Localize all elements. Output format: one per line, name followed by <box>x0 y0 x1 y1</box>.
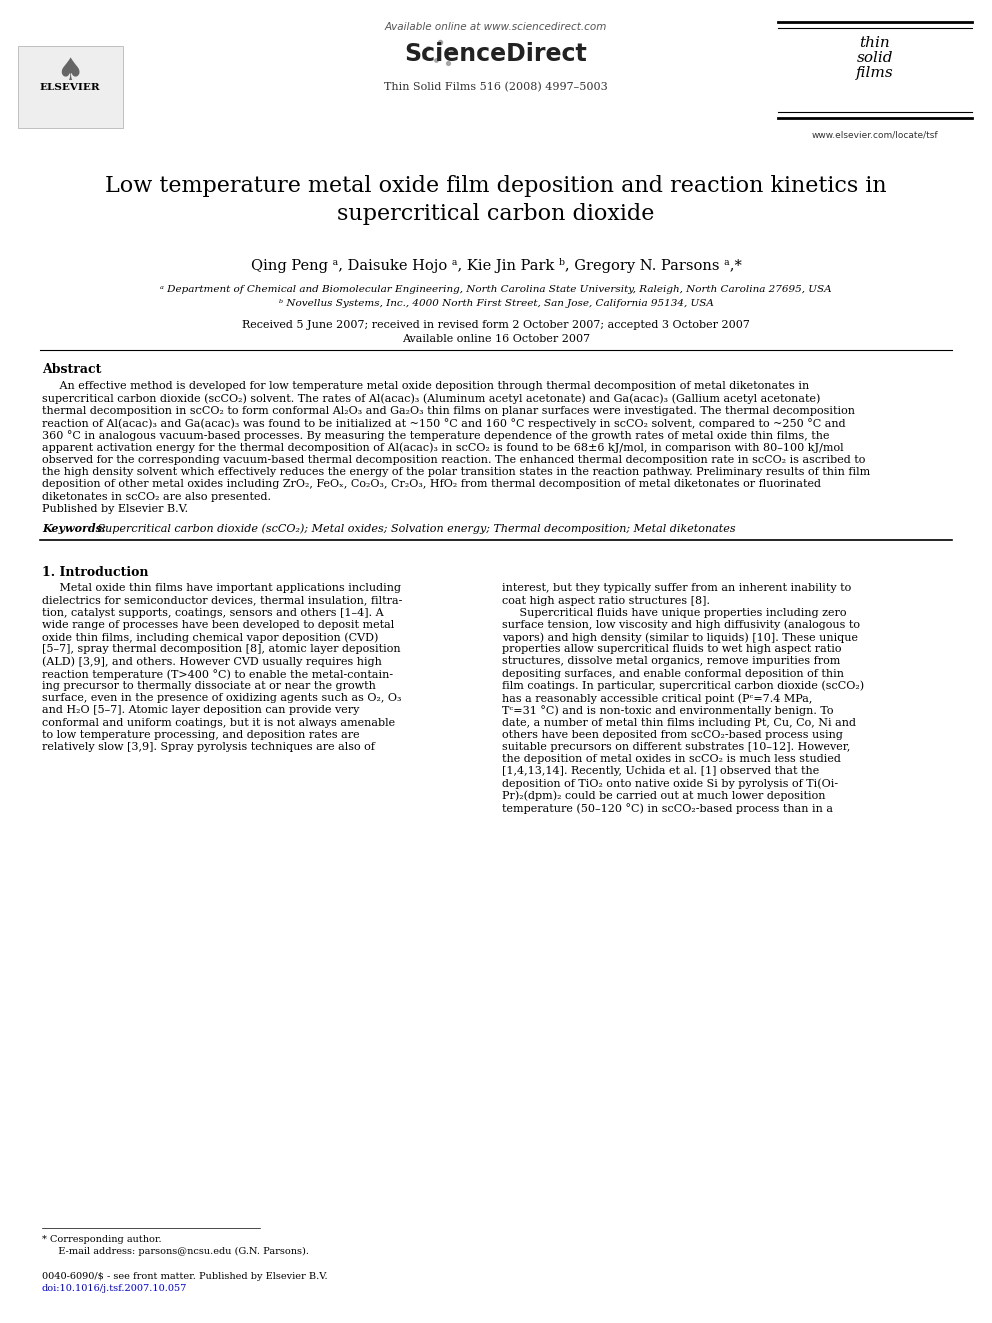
Text: Tᶜ=31 °C) and is non-toxic and environmentally benign. To: Tᶜ=31 °C) and is non-toxic and environme… <box>502 705 833 716</box>
Text: vapors) and high density (similar to liquids) [10]. These unique: vapors) and high density (similar to liq… <box>502 632 858 643</box>
Text: Metal oxide thin films have important applications including: Metal oxide thin films have important ap… <box>42 583 401 593</box>
Text: ♠: ♠ <box>57 57 83 86</box>
Text: reaction of Al(acac)₃ and Ga(acac)₃ was found to be initialized at ~150 °C and 1: reaction of Al(acac)₃ and Ga(acac)₃ was … <box>42 418 845 429</box>
Text: deposition of other metal oxides including ZrO₂, FeOₓ, Co₂O₃, Cr₂O₃, HfO₂ from t: deposition of other metal oxides includi… <box>42 479 821 490</box>
Text: Supercritical carbon dioxide (scCO₂); Metal oxides; Solvation energy; Thermal de: Supercritical carbon dioxide (scCO₂); Me… <box>94 524 736 534</box>
Text: depositing surfaces, and enable conformal deposition of thin: depositing surfaces, and enable conforma… <box>502 668 844 679</box>
Text: dielectrics for semiconductor devices, thermal insulation, filtra-: dielectrics for semiconductor devices, t… <box>42 595 403 606</box>
Text: ᵇ Novellus Systems, Inc., 4000 North First Street, San Jose, California 95134, U: ᵇ Novellus Systems, Inc., 4000 North Fir… <box>279 299 713 308</box>
Text: apparent activation energy for the thermal decomposition of Al(acac)₃ in scCO₂ i: apparent activation energy for the therm… <box>42 442 843 452</box>
Text: 1. Introduction: 1. Introduction <box>42 566 149 579</box>
Text: structures, dissolve metal organics, remove impurities from: structures, dissolve metal organics, rem… <box>502 656 840 667</box>
Text: Published by Elsevier B.V.: Published by Elsevier B.V. <box>42 504 188 515</box>
Text: Available online at www.sciencedirect.com: Available online at www.sciencedirect.co… <box>385 22 607 32</box>
Text: An effective method is developed for low temperature metal oxide deposition thro: An effective method is developed for low… <box>42 381 809 392</box>
Text: has a reasonably accessible critical point (Pᶜ=7.4 MPa,: has a reasonably accessible critical poi… <box>502 693 812 704</box>
Text: Keywords:: Keywords: <box>42 524 106 534</box>
Text: Qing Peng ᵃ, Daisuke Hojo ᵃ, Kie Jin Park ᵇ, Gregory N. Parsons ᵃ,*: Qing Peng ᵃ, Daisuke Hojo ᵃ, Kie Jin Par… <box>251 258 741 273</box>
Text: reaction temperature (T>400 °C) to enable the metal-contain-: reaction temperature (T>400 °C) to enabl… <box>42 668 393 680</box>
Text: temperature (50–120 °C) in scCO₂-based process than in a: temperature (50–120 °C) in scCO₂-based p… <box>502 803 833 814</box>
Text: Available online 16 October 2007: Available online 16 October 2007 <box>402 333 590 344</box>
Text: * Corresponding author.: * Corresponding author. <box>42 1234 162 1244</box>
Text: interest, but they typically suffer from an inherent inability to: interest, but they typically suffer from… <box>502 583 851 593</box>
Text: tion, catalyst supports, coatings, sensors and others [1–4]. A: tion, catalyst supports, coatings, senso… <box>42 607 384 618</box>
Text: supercritical carbon dioxide (scCO₂) solvent. The rates of Al(acac)₃ (Aluminum a: supercritical carbon dioxide (scCO₂) sol… <box>42 393 820 404</box>
Text: 360 °C in analogous vacuum-based processes. By measuring the temperature depende: 360 °C in analogous vacuum-based process… <box>42 430 829 441</box>
Text: surface, even in the presence of oxidizing agents such as O₂, O₃: surface, even in the presence of oxidizi… <box>42 693 402 703</box>
Text: ᵃ Department of Chemical and Biomolecular Engineering, North Carolina State Univ: ᵃ Department of Chemical and Biomolecula… <box>160 284 832 294</box>
Text: Thin Solid Films 516 (2008) 4997–5003: Thin Solid Films 516 (2008) 4997–5003 <box>384 82 608 93</box>
Text: [5–7], spray thermal decomposition [8], atomic layer deposition: [5–7], spray thermal decomposition [8], … <box>42 644 401 655</box>
Text: www.elsevier.com/locate/tsf: www.elsevier.com/locate/tsf <box>811 130 938 139</box>
Text: the high density solvent which effectively reduces the energy of the polar trans: the high density solvent which effective… <box>42 467 870 478</box>
Text: thin
solid
films: thin solid films <box>856 36 894 81</box>
FancyBboxPatch shape <box>18 46 123 128</box>
Text: observed for the corresponding vacuum-based thermal decomposition reaction. The : observed for the corresponding vacuum-ba… <box>42 455 865 464</box>
Text: suitable precursors on different substrates [10–12]. However,: suitable precursors on different substra… <box>502 742 850 751</box>
Text: ScienceDirect: ScienceDirect <box>405 42 587 66</box>
Text: Pr)₂(dpm)₂ could be carried out at much lower deposition: Pr)₂(dpm)₂ could be carried out at much … <box>502 791 825 802</box>
Text: (ALD) [3,9], and others. However CVD usually requires high: (ALD) [3,9], and others. However CVD usu… <box>42 656 382 667</box>
Text: diketonates in scCO₂ are also presented.: diketonates in scCO₂ are also presented. <box>42 492 271 501</box>
Text: and H₂O [5–7]. Atomic layer deposition can provide very: and H₂O [5–7]. Atomic layer deposition c… <box>42 705 359 716</box>
Text: relatively slow [3,9]. Spray pyrolysis techniques are also of: relatively slow [3,9]. Spray pyrolysis t… <box>42 742 375 751</box>
Text: Received 5 June 2007; received in revised form 2 October 2007; accepted 3 Octobe: Received 5 June 2007; received in revise… <box>242 320 750 329</box>
Text: ing precursor to thermally dissociate at or near the growth: ing precursor to thermally dissociate at… <box>42 681 376 691</box>
Text: to low temperature processing, and deposition rates are: to low temperature processing, and depos… <box>42 730 360 740</box>
Text: ELSEVIER: ELSEVIER <box>40 83 100 93</box>
Text: E-mail address: parsons@ncsu.edu (G.N. Parsons).: E-mail address: parsons@ncsu.edu (G.N. P… <box>52 1248 309 1256</box>
Text: conformal and uniform coatings, but it is not always amenable: conformal and uniform coatings, but it i… <box>42 717 395 728</box>
Text: the deposition of metal oxides in scCO₂ is much less studied: the deposition of metal oxides in scCO₂ … <box>502 754 841 765</box>
Text: wide range of processes have been developed to deposit metal: wide range of processes have been develo… <box>42 620 394 630</box>
Text: others have been deposited from scCO₂-based process using: others have been deposited from scCO₂-ba… <box>502 730 843 740</box>
Text: [1,4,13,14]. Recently, Uchida et al. [1] observed that the: [1,4,13,14]. Recently, Uchida et al. [1]… <box>502 766 819 777</box>
Text: film coatings. In particular, supercritical carbon dioxide (scCO₂): film coatings. In particular, supercriti… <box>502 681 864 692</box>
Text: oxide thin films, including chemical vapor deposition (CVD): oxide thin films, including chemical vap… <box>42 632 378 643</box>
Text: properties allow supercritical fluids to wet high aspect ratio: properties allow supercritical fluids to… <box>502 644 841 655</box>
Text: thermal decomposition in scCO₂ to form conformal Al₂O₃ and Ga₂O₃ thin films on p: thermal decomposition in scCO₂ to form c… <box>42 406 855 415</box>
Text: doi:10.1016/j.tsf.2007.10.057: doi:10.1016/j.tsf.2007.10.057 <box>42 1285 187 1293</box>
Text: deposition of TiO₂ onto native oxide Si by pyrolysis of Ti(Oi-: deposition of TiO₂ onto native oxide Si … <box>502 778 838 789</box>
Text: 0040-6090/$ - see front matter. Published by Elsevier B.V.: 0040-6090/$ - see front matter. Publishe… <box>42 1271 327 1281</box>
Text: Low temperature metal oxide film deposition and reaction kinetics in
supercritic: Low temperature metal oxide film deposit… <box>105 175 887 225</box>
Text: coat high aspect ratio structures [8].: coat high aspect ratio structures [8]. <box>502 595 710 606</box>
Text: surface tension, low viscosity and high diffusivity (analogous to: surface tension, low viscosity and high … <box>502 620 860 631</box>
Text: date, a number of metal thin films including Pt, Cu, Co, Ni and: date, a number of metal thin films inclu… <box>502 717 856 728</box>
Text: Abstract: Abstract <box>42 363 101 376</box>
Text: Supercritical fluids have unique properties including zero: Supercritical fluids have unique propert… <box>502 607 846 618</box>
